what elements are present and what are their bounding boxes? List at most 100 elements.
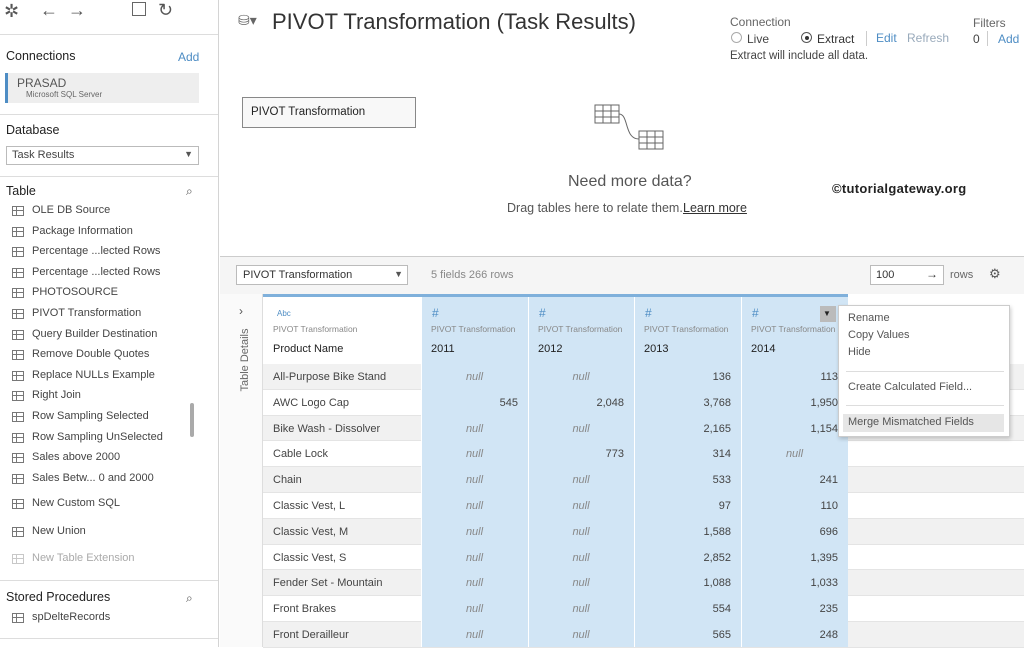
table-icon [12,432,24,443]
table-item[interactable]: Right Join [32,389,81,402]
radio-label: Live [747,32,770,46]
expand-icon[interactable]: › [239,304,243,318]
refresh-link[interactable]: Refresh [907,31,950,45]
column-source: PIVOT Transformation [273,324,358,334]
table-item[interactable]: Percentage ...lected Rows [32,265,161,278]
table-item[interactable]: Percentage ...lected Rows [32,245,161,258]
cell: 1,088 [703,577,731,590]
add-link[interactable]: Add [178,50,200,64]
filters-label: Filters [973,16,1006,30]
column-fill [421,294,528,647]
column-header[interactable] [421,294,528,364]
table-item[interactable]: Remove Double Quotes [32,348,150,361]
separator [0,580,218,581]
canvas-table[interactable] [242,97,416,128]
cell: 545 [499,396,518,409]
cell: Classic Vest, S [273,551,347,564]
action-item[interactable]: New Custom SQL [32,497,121,509]
search-icon[interactable]: ⌕ [186,591,193,605]
column-name: 2014 [751,343,776,355]
action-icon [12,554,24,564]
cell: 1,395 [810,551,838,564]
table-item[interactable]: PIVOT Transformation [32,307,142,319]
connection-box[interactable] [5,73,199,103]
menu-highlight [843,414,1004,432]
column-fill [634,294,741,647]
cell: null [465,577,484,590]
toolbar: ✲ ← → ↻ [0,0,219,26]
logo-icon[interactable]: ✲ [4,1,20,21]
menu-arrow: ▼ [823,309,831,318]
table-item[interactable]: Row Sampling Selected [32,410,149,422]
table-item[interactable]: OLE DB Source [32,204,111,216]
menu-item[interactable]: Merge Mismatched Fields [848,416,974,428]
connection-name[interactable]: PRASAD [17,76,67,90]
column-source: PIVOT Transformation [644,324,729,334]
column-header[interactable] [528,294,634,364]
column-menu-button[interactable] [820,306,836,322]
action-icon [12,527,24,537]
side-strip [220,294,263,647]
watermark: ©tutorialgateway.org [832,181,967,196]
procedure-item[interactable]: spDelteRecords [32,611,111,623]
table-icon [12,226,24,237]
table-icon [12,453,24,464]
cell: 565 [712,629,731,641]
column-header[interactable] [741,294,848,364]
source-value: PIVOT Transformation [243,269,353,281]
column-type: Abc [277,309,291,318]
cell: Classic Vest, L [273,500,346,512]
cell: null [465,448,484,461]
edit-link[interactable]: Edit [876,31,897,45]
back-icon[interactable]: ← [40,0,58,20]
forward-icon[interactable]: → [68,0,86,20]
action-item[interactable]: New Union [32,525,86,537]
cell: null [572,577,590,590]
table-item[interactable]: PHOTOSOURCE [32,286,118,299]
table-item[interactable]: Package Information [32,224,133,237]
menu-item[interactable]: Hide [848,346,871,358]
radio-live[interactable] [731,32,742,43]
column-header[interactable] [634,294,741,364]
refresh-icon[interactable]: ↻ [158,0,174,20]
cell: Classic Vest, M [273,525,349,538]
cell: 248 [819,629,838,641]
section-label: Connections [6,49,76,63]
source-dropdown[interactable]: ▼ [236,265,408,285]
menu-item[interactable]: Create Calculated Field... [848,381,973,393]
table-item[interactable]: Query Builder Destination [32,327,158,340]
table-item[interactable]: Row Sampling UnSelected [32,430,163,443]
cell: null [572,371,590,383]
separator [0,114,218,115]
cell: 1,588 [703,525,731,538]
rows-input[interactable]: → [870,265,944,285]
radio-extract[interactable] [801,32,812,43]
separator [0,176,218,177]
table-item[interactable]: Sales above 2000 [32,451,121,464]
column-header[interactable] [263,294,421,364]
cell: null [465,371,484,383]
table-item[interactable]: Replace NULLs Example [32,368,155,381]
save-icon[interactable] [132,2,146,16]
table-item[interactable]: Sales Betw... 0 and 2000 [32,471,154,484]
filters-count: 0 [973,32,980,46]
menu-item[interactable]: Copy Values [848,329,910,341]
scrollbar[interactable] [190,403,194,437]
cell: 696 [819,525,838,538]
column-fill [528,294,634,647]
table-icon [12,391,24,402]
database-dropdown[interactable]: ▼ [6,146,199,165]
menu-item[interactable]: Rename [848,312,890,324]
datasource-icon: ⛁▾ [238,12,257,28]
table-icon [12,206,24,216]
table-icon [12,309,24,319]
cell: null [465,551,484,564]
search-icon[interactable]: ⌕ [186,184,193,198]
settings-icon[interactable]: ⚙ [989,266,1001,281]
filters-add[interactable]: Add [998,32,1020,46]
canvas-table-label: PIVOT Transformation [251,106,366,118]
cell: 113 [820,371,838,383]
learn-more-link[interactable]: Learn more [683,201,747,215]
